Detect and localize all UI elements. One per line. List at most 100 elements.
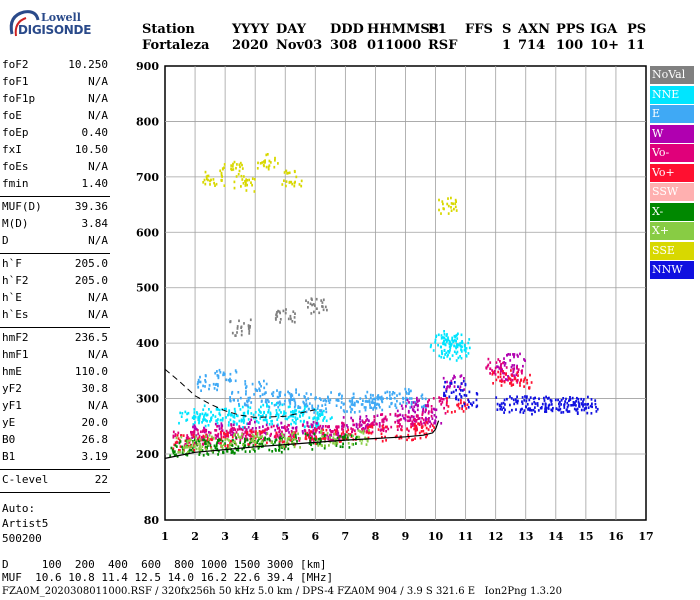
data-point [342, 416, 345, 419]
data-point [545, 410, 548, 413]
data-point [447, 338, 450, 342]
data-point [311, 404, 314, 408]
data-point [247, 443, 250, 446]
data-point [293, 411, 295, 414]
data-point [306, 421, 309, 425]
data-point [182, 434, 185, 437]
data-point [209, 431, 212, 435]
header-value-8: 714 [518, 38, 546, 53]
data-point [193, 414, 195, 418]
data-point [355, 425, 358, 429]
data-point [368, 429, 370, 432]
data-point [209, 442, 212, 446]
data-point [550, 403, 553, 406]
data-point [260, 411, 262, 414]
data-point [259, 435, 262, 439]
data-point [241, 447, 244, 451]
data-point [371, 399, 374, 402]
data-point [190, 438, 192, 442]
data-point [360, 442, 363, 445]
data-point [207, 174, 210, 178]
data-point [257, 447, 260, 450]
data-point [277, 396, 280, 399]
data-point [216, 421, 219, 425]
data-point [342, 431, 345, 434]
data-point [523, 399, 526, 402]
data-point [364, 426, 367, 430]
data-point [296, 417, 299, 420]
data-point [552, 406, 554, 410]
data-point [384, 435, 386, 439]
data-point [197, 381, 199, 384]
data-point [284, 417, 287, 420]
data-point [290, 395, 292, 399]
data-point [252, 444, 255, 447]
data-point [326, 308, 328, 312]
data-point [238, 419, 241, 423]
data-point [249, 421, 251, 424]
footer-muf-line: MUF 10.6 10.8 11.4 12.5 14.0 16.2 22.6 3… [2, 571, 334, 584]
data-point [440, 349, 443, 353]
param-label: foEs [2, 160, 29, 173]
data-point [228, 411, 230, 415]
data-point [395, 434, 398, 438]
data-point [405, 405, 407, 408]
data-point [202, 436, 205, 440]
data-point [229, 442, 232, 446]
data-point [209, 183, 211, 186]
data-point [244, 184, 247, 187]
data-point [400, 418, 402, 421]
data-point [381, 399, 383, 403]
data-point [446, 380, 448, 384]
data-point [306, 431, 309, 435]
data-point [246, 179, 248, 182]
data-point [279, 321, 281, 324]
data-point [316, 442, 319, 446]
x-tick-label: 16 [608, 530, 624, 543]
data-point [362, 429, 365, 433]
data-point [210, 447, 213, 451]
data-point [384, 415, 387, 419]
data-point [463, 393, 466, 397]
data-point [460, 401, 462, 405]
data-point [569, 398, 571, 402]
data-point [249, 429, 252, 433]
data-point [513, 354, 515, 357]
data-point [213, 387, 216, 390]
data-point [449, 341, 452, 344]
data-point [250, 437, 253, 441]
data-point [204, 412, 207, 415]
data-point [443, 348, 446, 352]
data-point [346, 426, 349, 429]
header-value-0: Fortaleza [142, 38, 210, 53]
data-point [568, 399, 570, 402]
data-point [291, 441, 293, 445]
data-point [408, 401, 410, 404]
data-point [220, 171, 223, 175]
data-point [198, 420, 201, 423]
data-point [179, 450, 181, 454]
data-point [231, 435, 234, 439]
data-point [412, 409, 415, 413]
data-point [247, 426, 250, 429]
legend-item-nnw: NNW [650, 261, 694, 279]
data-point [501, 379, 504, 383]
legend-item-x: X+ [650, 222, 694, 240]
data-point [300, 184, 303, 188]
param-value: 236.5 [74, 331, 108, 344]
data-point [401, 407, 404, 410]
data-point [402, 400, 405, 404]
data-point [427, 400, 429, 404]
data-point [295, 419, 297, 422]
data-point [265, 419, 268, 422]
data-point [340, 406, 342, 409]
data-point [506, 397, 508, 401]
data-point [264, 417, 267, 420]
data-point [412, 438, 414, 441]
data-point [267, 411, 269, 414]
data-point [396, 394, 398, 397]
data-point [198, 453, 201, 456]
data-point [454, 339, 456, 342]
data-point [231, 392, 233, 395]
data-point [301, 430, 304, 433]
